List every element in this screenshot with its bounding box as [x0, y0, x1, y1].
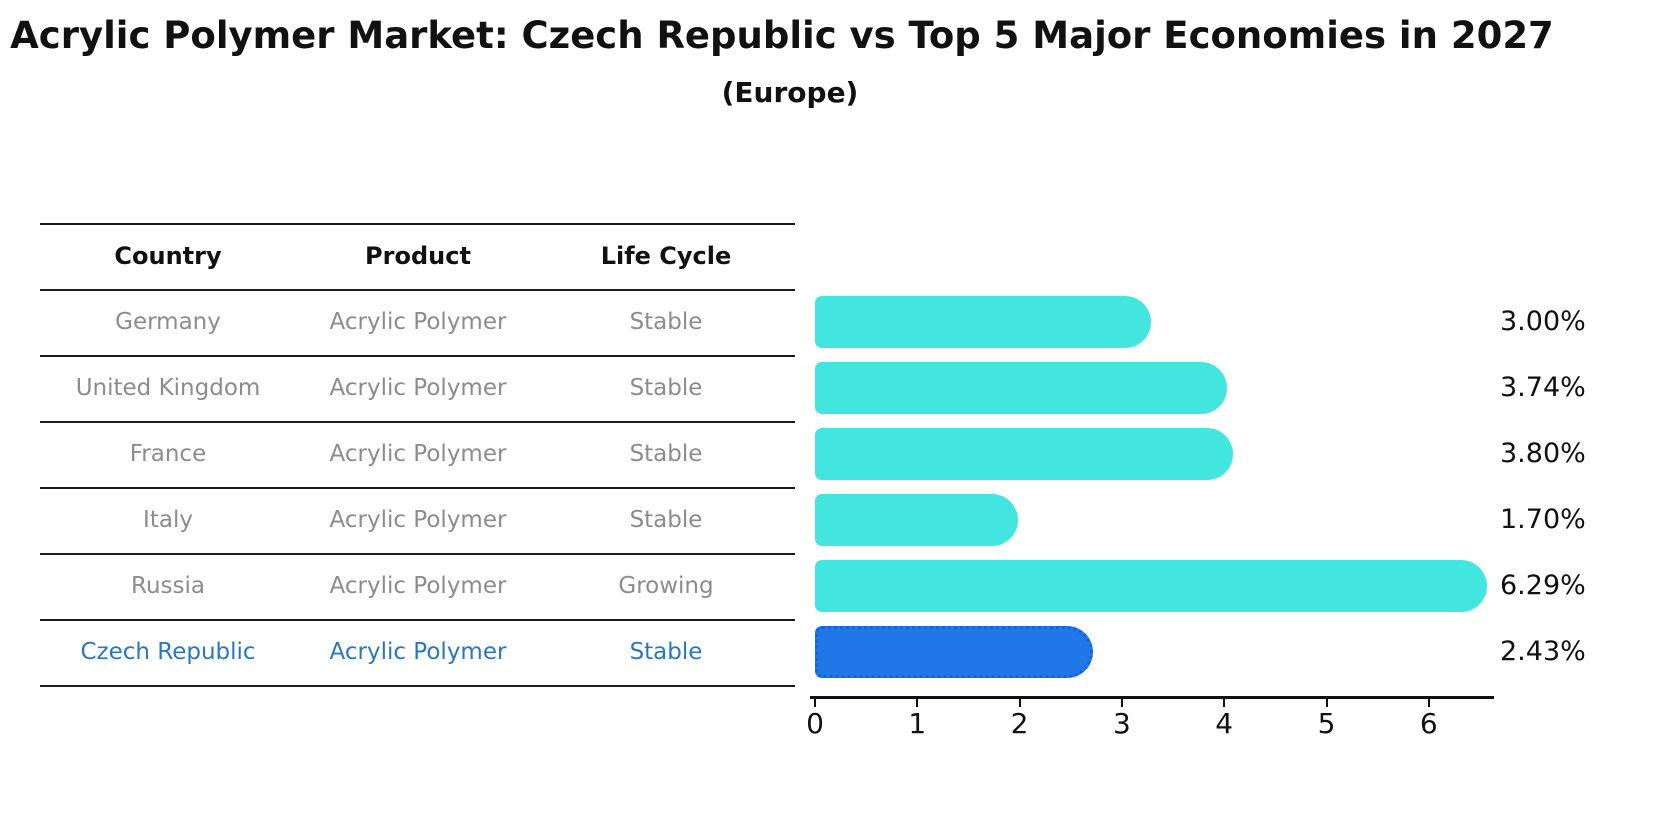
- x-axis-tick: [814, 698, 816, 707]
- bar-value-label: 2.43%: [1500, 636, 1586, 667]
- bar-italy: [815, 494, 1018, 546]
- x-axis-tick: [1120, 698, 1123, 707]
- x-axis-tick-label: 5: [1317, 707, 1336, 740]
- cell-life-cycle: Stable: [629, 507, 703, 533]
- x-axis-tick-label: 6: [1419, 707, 1438, 740]
- x-axis-tick-label: 2: [1010, 707, 1029, 740]
- bar-united-kingdom: [815, 362, 1227, 414]
- x-axis-line: [810, 696, 1494, 699]
- x-axis-tick: [1223, 698, 1226, 707]
- bar-germany: [815, 296, 1151, 348]
- cell-product: Acrylic Polymer: [329, 441, 507, 467]
- chart-subtitle: (Europe): [721, 76, 859, 109]
- x-axis-tick: [1325, 698, 1328, 707]
- table-line: [40, 289, 795, 291]
- header-product: Product: [365, 242, 471, 270]
- bar-value-label: 3.00%: [1500, 306, 1586, 337]
- table-line: [40, 223, 795, 225]
- cell-product: Acrylic Polymer: [329, 507, 507, 533]
- table-line: [40, 619, 795, 621]
- bar-russia: [815, 560, 1487, 612]
- table-line: [40, 355, 795, 357]
- table-line: [40, 421, 795, 423]
- cell-product: Acrylic Polymer: [329, 573, 507, 599]
- bar-czech-republic: [815, 626, 1093, 678]
- table-line: [40, 685, 795, 687]
- chart-title: Acrylic Polymer Market: Czech Republic v…: [10, 14, 1554, 57]
- cell-country: Italy: [143, 507, 193, 533]
- cell-life-cycle: Growing: [618, 573, 714, 599]
- x-axis-tick-label: 1: [908, 707, 927, 740]
- bar-france: [815, 428, 1233, 480]
- x-axis-tick-label: 3: [1112, 707, 1131, 740]
- x-axis-tick: [1427, 698, 1430, 707]
- table-line: [40, 553, 795, 555]
- cell-country: France: [129, 441, 207, 467]
- x-axis-tick-label: 0: [806, 707, 824, 740]
- cell-product: Acrylic Polymer: [329, 375, 507, 401]
- header-country: Country: [114, 242, 222, 270]
- bar-value-label: 6.29%: [1500, 570, 1586, 601]
- table-line: [40, 487, 795, 489]
- cell-country: Germany: [115, 309, 221, 335]
- x-axis-tick: [916, 698, 919, 707]
- bar-value-label: 3.74%: [1500, 372, 1586, 403]
- cell-life-cycle: Stable: [629, 441, 703, 467]
- cell-country: Russia: [131, 573, 205, 599]
- cell-product: Acrylic Polymer: [329, 309, 507, 335]
- x-axis-tick: [1018, 698, 1021, 707]
- bar-value-label: 3.80%: [1500, 438, 1586, 469]
- cell-country: United Kingdom: [75, 375, 261, 401]
- cell-life-cycle: Stable: [629, 309, 703, 335]
- cell-country: Czech Republic: [80, 639, 256, 665]
- bar-value-label: 1.70%: [1500, 504, 1586, 535]
- cell-life-cycle: Stable: [629, 375, 703, 401]
- cell-product: Acrylic Polymer: [329, 639, 507, 665]
- cell-life-cycle: Stable: [629, 639, 703, 665]
- x-axis-tick-label: 4: [1215, 707, 1234, 740]
- header-life-cycle: Life Cycle: [600, 242, 732, 270]
